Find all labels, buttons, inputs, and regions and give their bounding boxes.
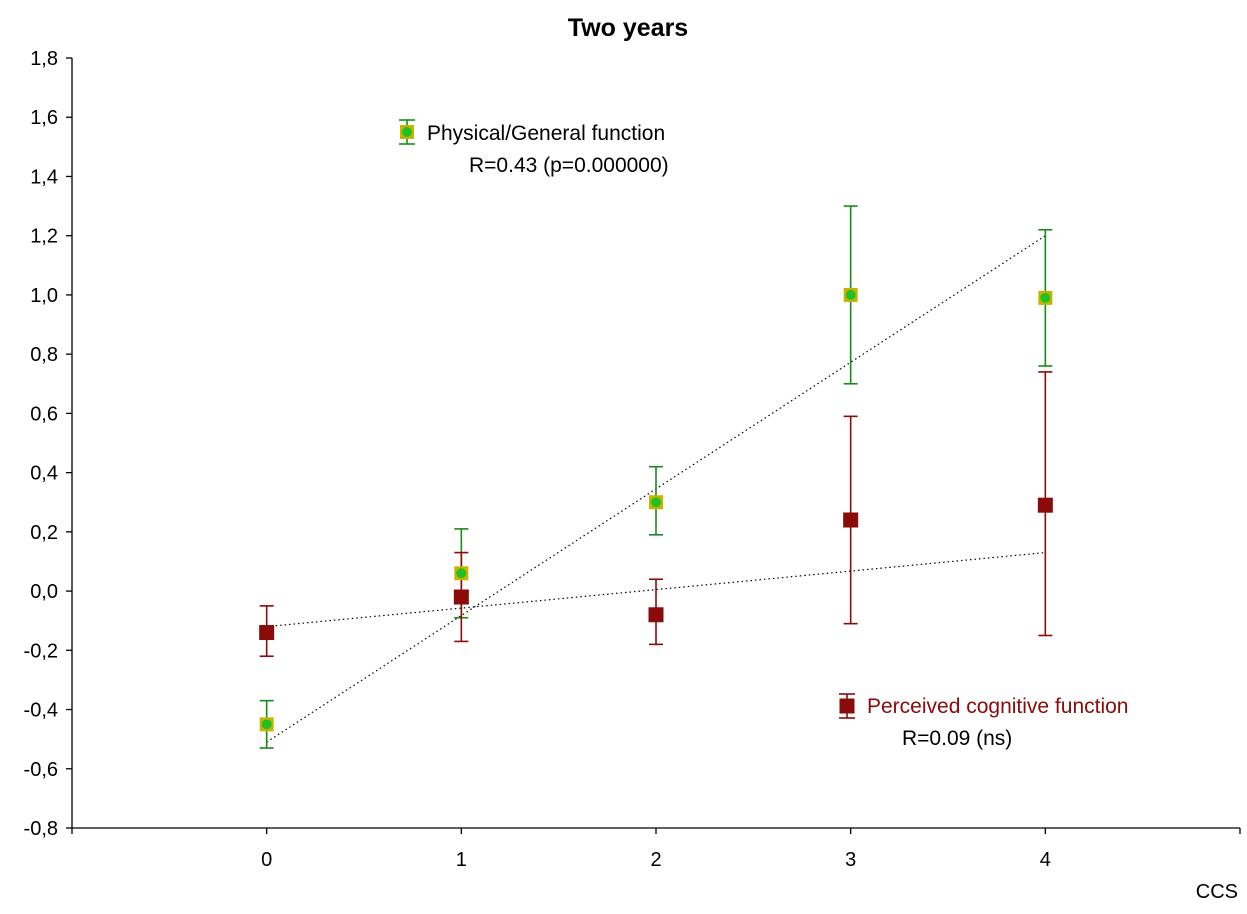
y-tick-label: -0,6 [24, 759, 58, 781]
marker-cognitive [1037, 497, 1053, 513]
legend-physical-label: Physical/General function [427, 122, 665, 145]
marker-physical-center [261, 719, 272, 730]
y-tick-label: -0,8 [24, 818, 58, 840]
y-tick-label: 1,2 [30, 226, 58, 248]
legend-cognitive-swatch [839, 693, 855, 719]
legend-cognitive: Perceived cognitive function R=0.09 (ns) [839, 693, 1129, 750]
y-tick-label: -0,2 [24, 640, 58, 662]
swatch-marker-center [402, 127, 412, 137]
chart-title: Two years [568, 14, 688, 42]
legend-cognitive-annotation: R=0.09 (ns) [902, 727, 1012, 750]
error-bars [259, 205, 1053, 749]
marker-cognitive [648, 607, 664, 623]
marker-cognitive [453, 589, 469, 605]
y-tick-label: 0,0 [30, 581, 58, 603]
legend-physical-swatch [399, 119, 415, 145]
marker-physical-center [651, 497, 661, 508]
data-markers [259, 287, 1053, 732]
y-tick-label: 0,2 [30, 522, 58, 544]
marker-cognitive [259, 625, 275, 641]
y-tick-label: -0,4 [24, 700, 58, 722]
swatch-marker [839, 698, 855, 714]
y-tick-label: 0,6 [30, 403, 58, 425]
x-axis-label: CCS [1196, 881, 1238, 903]
legend-physical-annotation: R=0.43 (p=0.000000) [469, 154, 669, 177]
y-tick-label: 1,4 [30, 166, 58, 188]
y-tick-label: 1,8 [30, 48, 58, 70]
y-tick-label: 0,8 [30, 344, 58, 366]
x-tick-label: 4 [1040, 849, 1051, 871]
y-tick-label: 0,4 [30, 463, 58, 485]
marker-physical-center [1040, 292, 1051, 303]
x-tick-label: 2 [650, 849, 661, 871]
x-tick-label: 3 [845, 849, 856, 871]
marker-cognitive [843, 512, 859, 528]
marker-physical-center [845, 289, 856, 300]
y-tick-label: 1,0 [30, 285, 58, 307]
marker-physical-center [456, 568, 467, 579]
x-tick-label: 1 [456, 849, 467, 871]
x-tick-label: 0 [261, 849, 272, 871]
legend-physical: Physical/General function R=0.43 (p=0.00… [399, 119, 669, 177]
legend-cognitive-label: Perceived cognitive function [867, 695, 1129, 718]
axes: -0,8 -0,6 -0,4 -0,2 0,0 0,2 0,4 0,6 0,8 1,0 1,2 1,4… [24, 48, 1241, 871]
y-tick-label: 1,6 [30, 107, 58, 129]
